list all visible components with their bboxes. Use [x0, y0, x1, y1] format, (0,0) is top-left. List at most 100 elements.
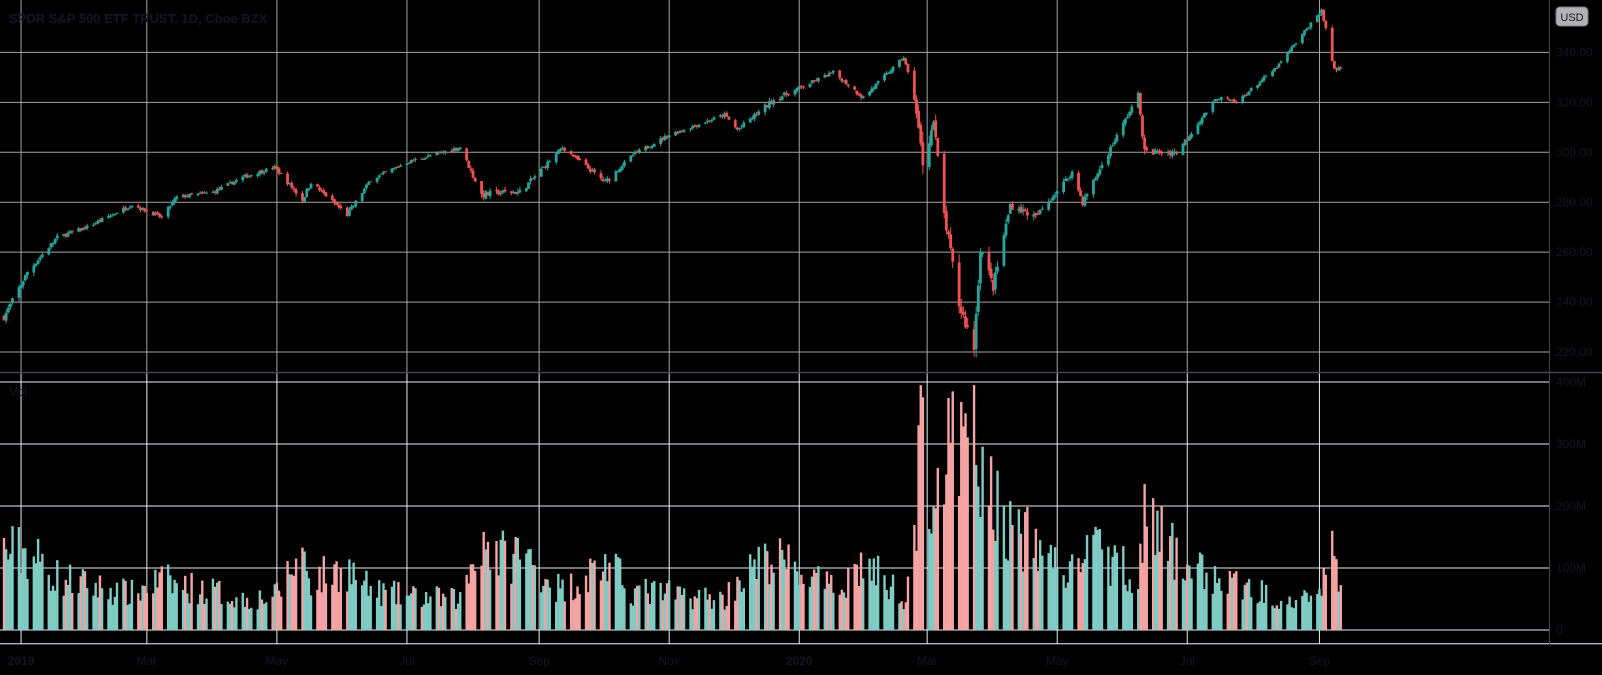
volume-bar	[872, 558, 876, 630]
candle-body	[320, 190, 324, 192]
volume-bar	[348, 559, 351, 630]
candle-body	[680, 130, 684, 132]
currency-button-frame	[1555, 6, 1589, 27]
candle-body	[887, 72, 891, 74]
candle-body	[827, 73, 831, 77]
candle-body	[629, 155, 633, 162]
candle-body	[750, 117, 754, 119]
candle-body	[1126, 116, 1129, 119]
time-tick-label: Sep	[528, 654, 550, 668]
volume-bar	[1303, 590, 1306, 630]
volume-bar	[363, 580, 366, 630]
candle-body	[957, 262, 961, 307]
candle-body	[360, 193, 364, 201]
candle-body	[1047, 201, 1051, 210]
candle-body	[264, 168, 268, 172]
volume-bar	[258, 590, 262, 630]
candle-body	[554, 153, 558, 163]
candle-body	[855, 90, 859, 94]
volume-bar	[469, 564, 473, 630]
candle-body	[124, 207, 127, 210]
candle-body	[951, 248, 955, 262]
volume-bar	[100, 588, 104, 630]
volume-bar	[1098, 529, 1102, 630]
candle-body	[524, 188, 528, 192]
candle-body	[1292, 44, 1296, 48]
volume-bar	[34, 563, 38, 630]
candle-body	[115, 213, 119, 215]
volume-bar	[26, 578, 29, 630]
candle-body	[420, 158, 424, 160]
candle-body	[678, 130, 682, 133]
candle-body	[1025, 211, 1029, 216]
candle-body	[369, 181, 373, 183]
volume-bar	[574, 598, 577, 630]
volume-bar	[518, 559, 522, 630]
volume-bar	[277, 590, 281, 630]
candle-body	[563, 148, 567, 151]
volume-bar	[190, 572, 193, 630]
volume-bar	[484, 549, 488, 630]
candle-body	[885, 73, 889, 75]
candle-body	[495, 190, 498, 192]
volume-bar	[156, 587, 159, 630]
volume-bar	[840, 589, 844, 630]
volume-bar	[569, 573, 573, 630]
volume-bar	[751, 566, 754, 630]
candle-body	[198, 192, 202, 194]
candle-body	[130, 205, 134, 208]
volume-bar	[1032, 557, 1035, 630]
volume-bar	[665, 583, 669, 630]
volume-bar	[540, 592, 543, 630]
volume-bar	[815, 572, 818, 630]
candle-body	[1320, 9, 1323, 14]
time-tick-label: 2020	[786, 654, 813, 668]
volume-bar	[1337, 591, 1340, 630]
volume-bar	[322, 556, 325, 630]
candle-body	[706, 120, 709, 122]
volume-bar	[1026, 507, 1029, 630]
candle-body	[676, 131, 680, 134]
volume-bar	[367, 595, 370, 630]
volume-bar	[646, 593, 650, 630]
volume-bar	[83, 571, 87, 630]
candle-body	[422, 158, 426, 160]
volume-bar	[333, 564, 336, 630]
volume-bar	[1130, 592, 1134, 630]
volume-bar	[949, 442, 952, 630]
volume-bar	[1301, 595, 1304, 630]
volume-bar	[166, 564, 170, 630]
candle-body	[1100, 164, 1104, 169]
candle-body	[1256, 85, 1260, 88]
volume-bar	[633, 588, 637, 630]
volume-bar	[887, 599, 890, 630]
candle-body	[1205, 112, 1208, 115]
volume-bar	[572, 600, 575, 630]
candle-body	[652, 144, 656, 147]
volume-bar	[427, 603, 430, 630]
volume-bar	[578, 594, 581, 630]
candle-body	[601, 179, 605, 182]
candle-body	[755, 114, 758, 116]
candle-body	[650, 145, 654, 148]
candle-body	[205, 192, 208, 194]
candle-body	[1243, 95, 1247, 97]
price-tick-label: 280.00	[1556, 195, 1593, 209]
currency-button[interactable]: USD	[1555, 6, 1589, 27]
volume-bar	[902, 609, 905, 630]
candle-body	[976, 285, 980, 312]
volume-bar	[488, 569, 492, 630]
volume-bar	[780, 549, 784, 630]
candle-body	[674, 131, 677, 136]
candle-body	[1130, 106, 1134, 113]
candle-body	[932, 122, 935, 131]
volume-bar	[546, 579, 549, 630]
candle-body	[1085, 194, 1089, 197]
candle-body	[437, 151, 441, 153]
candle-body	[399, 165, 402, 167]
candle-body	[810, 80, 814, 83]
time-axis-background	[0, 644, 1602, 675]
time-tick-label: May	[266, 654, 289, 668]
candle-body	[917, 110, 921, 128]
